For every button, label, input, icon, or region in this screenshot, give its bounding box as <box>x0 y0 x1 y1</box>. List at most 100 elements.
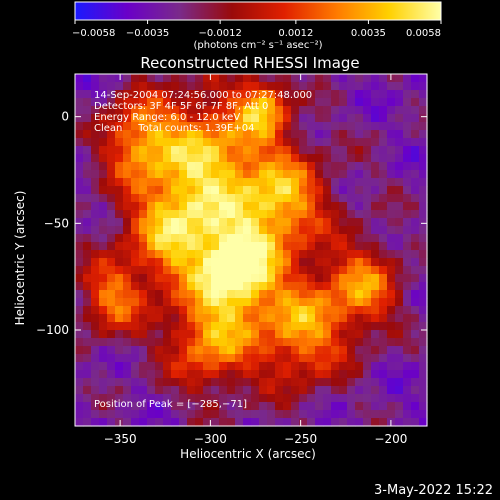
heatmap-cell <box>379 410 388 419</box>
heatmap-cell <box>171 114 180 123</box>
heatmap-cell <box>315 410 324 419</box>
heatmap-cell <box>195 98 204 107</box>
heatmap-cell <box>291 194 300 203</box>
heatmap-cell <box>163 154 172 163</box>
heatmap-cell <box>75 226 84 235</box>
heatmap-cell <box>75 314 84 323</box>
heatmap-cell <box>251 98 260 107</box>
heatmap-cell <box>131 162 140 171</box>
heatmap-cell <box>147 178 156 187</box>
heatmap-cell <box>179 162 188 171</box>
heatmap-cell <box>123 370 132 379</box>
heatmap-cell <box>75 250 84 259</box>
heatmap-cell <box>227 242 236 251</box>
heatmap-cell <box>283 130 292 139</box>
heatmap-cell <box>339 178 348 187</box>
heatmap-cell <box>387 378 396 387</box>
heatmap-cell <box>307 378 316 387</box>
heatmap-cell <box>419 218 428 227</box>
heatmap-cell <box>155 330 164 339</box>
heatmap-cell <box>331 162 340 171</box>
heatmap-cell <box>283 106 292 115</box>
heatmap-cell <box>379 114 388 123</box>
heatmap-cell <box>99 194 108 203</box>
heatmap-cell <box>371 74 380 83</box>
heatmap-cell <box>363 234 372 243</box>
heatmap-cell <box>363 114 372 123</box>
heatmap-cell <box>147 194 156 203</box>
heatmap-cell <box>275 322 284 331</box>
heatmap-cell <box>339 330 348 339</box>
heatmap-cell <box>355 218 364 227</box>
heatmap-cell <box>147 362 156 371</box>
heatmap-cell <box>275 290 284 299</box>
heatmap-cell <box>171 186 180 195</box>
heatmap-cell <box>283 162 292 171</box>
heatmap-cell <box>387 362 396 371</box>
heatmap-cell <box>371 394 380 403</box>
heatmap-cell <box>123 98 132 107</box>
heatmap-cell <box>227 362 236 371</box>
heatmap-cell <box>299 202 308 211</box>
heatmap-cell <box>123 74 132 83</box>
heatmap-cell <box>307 242 316 251</box>
heatmap-cell <box>131 122 140 131</box>
heatmap-cell <box>419 130 428 139</box>
heatmap-cell <box>107 338 116 347</box>
heatmap-cell <box>139 194 148 203</box>
heatmap-cell <box>75 74 84 83</box>
heatmap-cell <box>243 90 252 99</box>
heatmap-cell <box>219 210 228 219</box>
heatmap-cell <box>291 410 300 419</box>
heatmap-cell <box>83 338 92 347</box>
heatmap-cell <box>387 90 396 99</box>
heatmap-cell <box>187 146 196 155</box>
heatmap-cell <box>147 130 156 139</box>
heatmap-cell <box>315 338 324 347</box>
heatmap-cell <box>131 210 140 219</box>
heatmap-cell <box>299 282 308 291</box>
heatmap-cell <box>91 314 100 323</box>
heatmap-cell <box>211 394 220 403</box>
heatmap-cell <box>163 306 172 315</box>
heatmap-cell <box>123 194 132 203</box>
heatmap-cell <box>179 354 188 363</box>
heatmap-cell <box>155 354 164 363</box>
heatmap-cell <box>307 194 316 203</box>
heatmap-cell <box>187 170 196 179</box>
heatmap-cell <box>187 362 196 371</box>
heatmap-cell <box>331 282 340 291</box>
heatmap-cell <box>419 306 428 315</box>
heatmap-cell <box>403 370 412 379</box>
heatmap-cell <box>299 234 308 243</box>
heatmap-cell <box>179 338 188 347</box>
heatmap-cell <box>403 314 412 323</box>
heatmap-cell <box>83 114 92 123</box>
heatmap-cell <box>379 346 388 355</box>
heatmap-cell <box>283 378 292 387</box>
heatmap-cell <box>275 394 284 403</box>
heatmap-cell <box>115 146 124 155</box>
heatmap-cell <box>147 282 156 291</box>
heatmap-cell <box>331 146 340 155</box>
heatmap-cell <box>299 378 308 387</box>
heatmap-cell <box>411 106 420 115</box>
heatmap-cell <box>371 242 380 251</box>
heatmap-cell <box>211 130 220 139</box>
heatmap-cell <box>275 106 284 115</box>
heatmap-cell <box>403 122 412 131</box>
heatmap-cell <box>363 202 372 211</box>
heatmap-cell <box>347 138 356 147</box>
heatmap-cell <box>395 354 404 363</box>
heatmap-cell <box>227 194 236 203</box>
heatmap-cell <box>411 130 420 139</box>
heatmap-cell <box>203 90 212 99</box>
heatmap-cell <box>83 170 92 179</box>
heatmap-cell <box>355 274 364 283</box>
heatmap-cell <box>395 82 404 91</box>
heatmap-cell <box>419 186 428 195</box>
heatmap-cell <box>91 258 100 267</box>
heatmap-cell <box>339 298 348 307</box>
heatmap-cell <box>155 418 164 427</box>
heatmap-cell <box>115 82 124 91</box>
